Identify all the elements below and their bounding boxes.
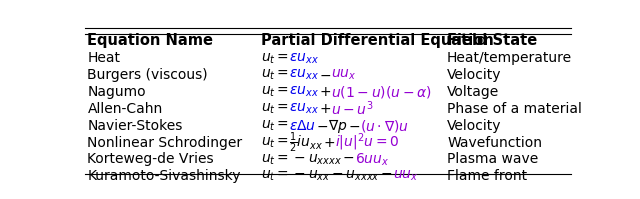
Text: $ - $: $ - $ — [316, 119, 328, 133]
Text: Velocity: Velocity — [447, 68, 502, 82]
Text: $u_t = $: $u_t = $ — [261, 85, 289, 99]
Text: Allen-Cahn: Allen-Cahn — [88, 102, 163, 116]
Text: $ + $: $ + $ — [323, 136, 335, 150]
Text: $ - $: $ - $ — [348, 119, 360, 133]
Text: Wavefunction: Wavefunction — [447, 136, 542, 150]
Text: Phase of a material: Phase of a material — [447, 102, 582, 116]
Text: $u_t = $: $u_t = $ — [261, 68, 289, 82]
Text: Voltage: Voltage — [447, 85, 499, 99]
Text: Korteweg-de Vries: Korteweg-de Vries — [88, 152, 214, 167]
Text: $u - u^3$: $u - u^3$ — [331, 100, 374, 118]
Text: $ + $: $ + $ — [319, 102, 331, 116]
Text: $(u \cdot \nabla)u$: $(u \cdot \nabla)u$ — [360, 118, 409, 134]
Text: $i|u|^2u = 0$: $i|u|^2u = 0$ — [335, 132, 399, 153]
Text: $6uu_x$: $6uu_x$ — [355, 151, 389, 168]
Text: Flame front: Flame front — [447, 169, 527, 182]
Text: Equation Name: Equation Name — [88, 33, 214, 48]
Text: $\epsilon u_{xx}$: $\epsilon u_{xx}$ — [289, 68, 319, 82]
Text: $u_t = -u_{xx} - u_{xxxx} - $: $u_t = -u_{xx} - u_{xxxx} - $ — [261, 168, 393, 183]
Text: $u_t = $: $u_t = $ — [261, 119, 289, 133]
Text: $\epsilon u_{xx}$: $\epsilon u_{xx}$ — [289, 51, 319, 65]
Text: Nonlinear Schrodinger: Nonlinear Schrodinger — [88, 136, 243, 150]
Text: $ - $: $ - $ — [319, 68, 331, 82]
Text: $\frac{1}{2}iu_{xx}$: $\frac{1}{2}iu_{xx}$ — [289, 131, 323, 155]
Text: Heat/temperature: Heat/temperature — [447, 51, 572, 65]
Text: Navier-Stokes: Navier-Stokes — [88, 119, 183, 133]
Text: Kuramoto-Sivashinsky: Kuramoto-Sivashinsky — [88, 169, 241, 182]
Text: $u_t = -u_{xxxx} - $: $u_t = -u_{xxxx} - $ — [261, 152, 355, 167]
Text: $ + $: $ + $ — [319, 85, 331, 99]
Text: $uu_x$: $uu_x$ — [331, 68, 356, 82]
Text: $u(1-u)(u-\alpha)$: $u(1-u)(u-\alpha)$ — [331, 84, 432, 100]
Text: Nagumo: Nagumo — [88, 85, 146, 99]
Text: $u_t = $: $u_t = $ — [261, 51, 289, 65]
Text: Velocity: Velocity — [447, 119, 502, 133]
Text: Field State: Field State — [447, 33, 538, 48]
Text: $u_t = $: $u_t = $ — [261, 136, 289, 150]
Text: $\epsilon u_{xx}$: $\epsilon u_{xx}$ — [289, 85, 319, 99]
Text: Burgers (viscous): Burgers (viscous) — [88, 68, 208, 82]
Text: $\epsilon \Delta u$: $\epsilon \Delta u$ — [289, 119, 316, 133]
Text: Heat: Heat — [88, 51, 120, 65]
Text: $uu_x$: $uu_x$ — [393, 168, 419, 183]
Text: Partial Differential Equation: Partial Differential Equation — [261, 33, 494, 48]
Text: $\epsilon u_{xx}$: $\epsilon u_{xx}$ — [289, 102, 319, 116]
Text: $\nabla p$: $\nabla p$ — [328, 117, 348, 135]
Text: $u_t = $: $u_t = $ — [261, 102, 289, 116]
Text: Plasma wave: Plasma wave — [447, 152, 538, 167]
